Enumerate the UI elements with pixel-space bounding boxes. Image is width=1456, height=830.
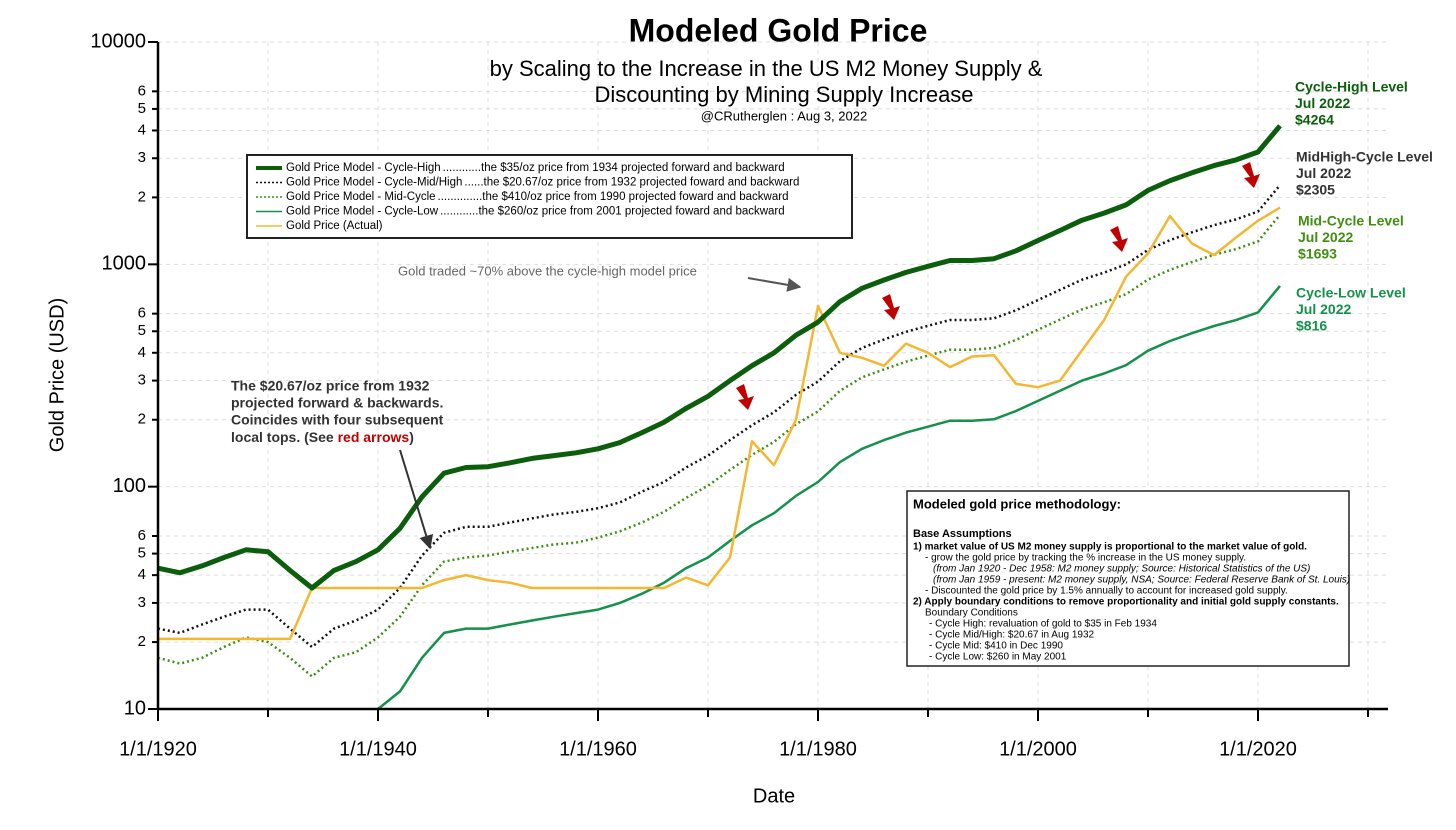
x-tick-label: 1/1/2020 bbox=[1219, 738, 1297, 760]
annotation-line: projected forward & backwards. bbox=[231, 395, 443, 411]
red-arrow bbox=[736, 384, 754, 410]
level-label: Cycle-High Level bbox=[1295, 79, 1408, 95]
level-label: MidHigh-Cycle Level bbox=[1296, 149, 1433, 165]
legend-label: Gold Price Model - Cycle-Mid/High bbox=[286, 177, 462, 189]
subtitle: by Scaling to the Increase in the US M2 … bbox=[490, 56, 1043, 81]
level-label: $4264 bbox=[1295, 112, 1334, 128]
chart-title: Modeled Gold Price bbox=[629, 12, 928, 48]
y-tick-label: 2 bbox=[138, 633, 146, 650]
legend-description: ......the $20.67/oz price from 1932 proj… bbox=[464, 177, 799, 189]
y-tick-label: 2 bbox=[138, 188, 146, 205]
red-arrows bbox=[736, 162, 1260, 410]
methodology-line: - Cycle Mid: $410 in Dec 1990 bbox=[929, 641, 1063, 652]
methodology-title: Modeled gold price methodology: bbox=[913, 496, 1121, 511]
legend-label: Gold Price Model - Cycle-High bbox=[286, 162, 441, 174]
annotation-part: ) bbox=[409, 429, 414, 445]
methodology-line: Boundary Conditions bbox=[925, 608, 1018, 619]
legend-label: Gold Price Model - Cycle-Low bbox=[286, 206, 439, 218]
y-tick-label: 5 bbox=[138, 100, 146, 117]
legend-box bbox=[246, 154, 853, 239]
methodology-line: - Cycle Mid/High: $20.67 in Aug 1932 bbox=[929, 630, 1095, 641]
level-label: Mid-Cycle Level bbox=[1298, 213, 1404, 229]
annotation-arrow bbox=[747, 277, 802, 292]
methodology: Modeled gold price methodology: Base Ass… bbox=[913, 496, 1350, 662]
methodology-line: 1) market value of US M2 money supply is… bbox=[913, 542, 1307, 553]
legend-description: ............the $260/oz price from 2001 … bbox=[440, 206, 785, 218]
level-label: Jul 2022 bbox=[1296, 301, 1351, 317]
y-tick-label: 2 bbox=[138, 411, 146, 428]
level-label: Jul 2022 bbox=[1296, 165, 1351, 181]
x-tick-label: 1/1/1960 bbox=[559, 738, 637, 760]
level-label: Jul 2022 bbox=[1295, 95, 1350, 111]
annotation: Gold traded ~70% above the cycle-high mo… bbox=[398, 263, 697, 278]
annotation-1932: The $20.67/oz price from 1932 projected … bbox=[231, 378, 444, 445]
level-label: $816 bbox=[1296, 318, 1327, 334]
annotation-part: red arrows bbox=[338, 429, 410, 445]
red-arrow bbox=[1110, 226, 1128, 252]
lines bbox=[157, 124, 1282, 710]
y-tick-label: 100 bbox=[113, 475, 146, 497]
red-arrow bbox=[1242, 162, 1260, 188]
y-tick-label: 10 bbox=[124, 697, 146, 719]
x-tick-label: 1/1/1980 bbox=[779, 738, 857, 760]
methodology-line: - Discounted the gold price by 1.5% annu… bbox=[925, 586, 1288, 597]
author: @CRutherglen : Aug 3, 2022 bbox=[701, 108, 867, 123]
annotation-line: local tops. (See red arrows) bbox=[231, 429, 414, 445]
annotation-line: Coincides with four subsequent bbox=[231, 412, 444, 428]
level-label: $1693 bbox=[1298, 246, 1337, 262]
legend-label: Gold Price Model - Mid-Cycle bbox=[286, 191, 436, 203]
y-tick-label: 10000 bbox=[90, 30, 146, 52]
series-line bbox=[158, 206, 1281, 641]
y-tick-label: 3 bbox=[138, 149, 146, 166]
series-line bbox=[377, 285, 1281, 710]
y-tick-label: 5 bbox=[138, 545, 146, 562]
y-tick-label: 6 bbox=[138, 82, 146, 99]
y-tick-label: 4 bbox=[138, 121, 146, 138]
y-tick-label: 3 bbox=[138, 372, 146, 389]
subtitle: Discounting by Mining Supply Increase bbox=[594, 82, 973, 107]
methodology-line: - grow the gold price by tracking the % … bbox=[925, 553, 1246, 564]
y-tick-label: 6 bbox=[138, 527, 146, 544]
y-tick-label: 1000 bbox=[102, 253, 147, 275]
y-tick-label: 3 bbox=[138, 594, 146, 611]
x-tick-label: 1/1/2000 bbox=[999, 738, 1077, 760]
y-tick-label: 4 bbox=[138, 566, 146, 583]
level-label: Jul 2022 bbox=[1298, 229, 1353, 245]
methodology-line: (from Jan 1920 - Dec 1958: M2 money supp… bbox=[933, 564, 1310, 575]
methodology-heading: Base Assumptions bbox=[913, 528, 1012, 540]
annotation-arrow bbox=[399, 449, 434, 550]
x-axis-label: Date bbox=[753, 785, 795, 807]
legend-label: Gold Price (Actual) bbox=[286, 220, 383, 232]
methodology-line: - Cycle High: revaluation of gold to $35… bbox=[929, 619, 1157, 630]
legend-description: ..............the $410/oz price from 199… bbox=[438, 191, 789, 203]
series-line bbox=[157, 124, 1282, 591]
red-arrow bbox=[882, 294, 900, 320]
x-tick-label: 1/1/1940 bbox=[339, 738, 417, 760]
level-label: $2305 bbox=[1296, 182, 1335, 198]
legend-description: ............the $35/oz price from 1934 p… bbox=[443, 162, 785, 174]
methodology-box bbox=[906, 490, 1350, 667]
methodology-line: (from Jan 1959 - present: M2 money suppl… bbox=[933, 575, 1350, 586]
y-tick-label: 6 bbox=[138, 305, 146, 322]
methodology-line: - Cycle Low: $260 in May 2001 bbox=[929, 652, 1067, 663]
y-axis-label: Gold Price (USD) bbox=[46, 298, 68, 452]
methodology-line: 2) Apply boundary conditions to remove p… bbox=[913, 597, 1339, 608]
y-tick-label: 5 bbox=[138, 322, 146, 339]
annotation-part: local tops. (See bbox=[231, 429, 338, 445]
annotation-line: The $20.67/oz price from 1932 bbox=[231, 378, 430, 394]
legend: Gold Price Model - Cycle-High...........… bbox=[256, 162, 799, 232]
x-tick-label: 1/1/1920 bbox=[119, 738, 197, 760]
y-tick-label: 4 bbox=[138, 344, 146, 361]
level-label: Cycle-Low Level bbox=[1296, 285, 1406, 301]
